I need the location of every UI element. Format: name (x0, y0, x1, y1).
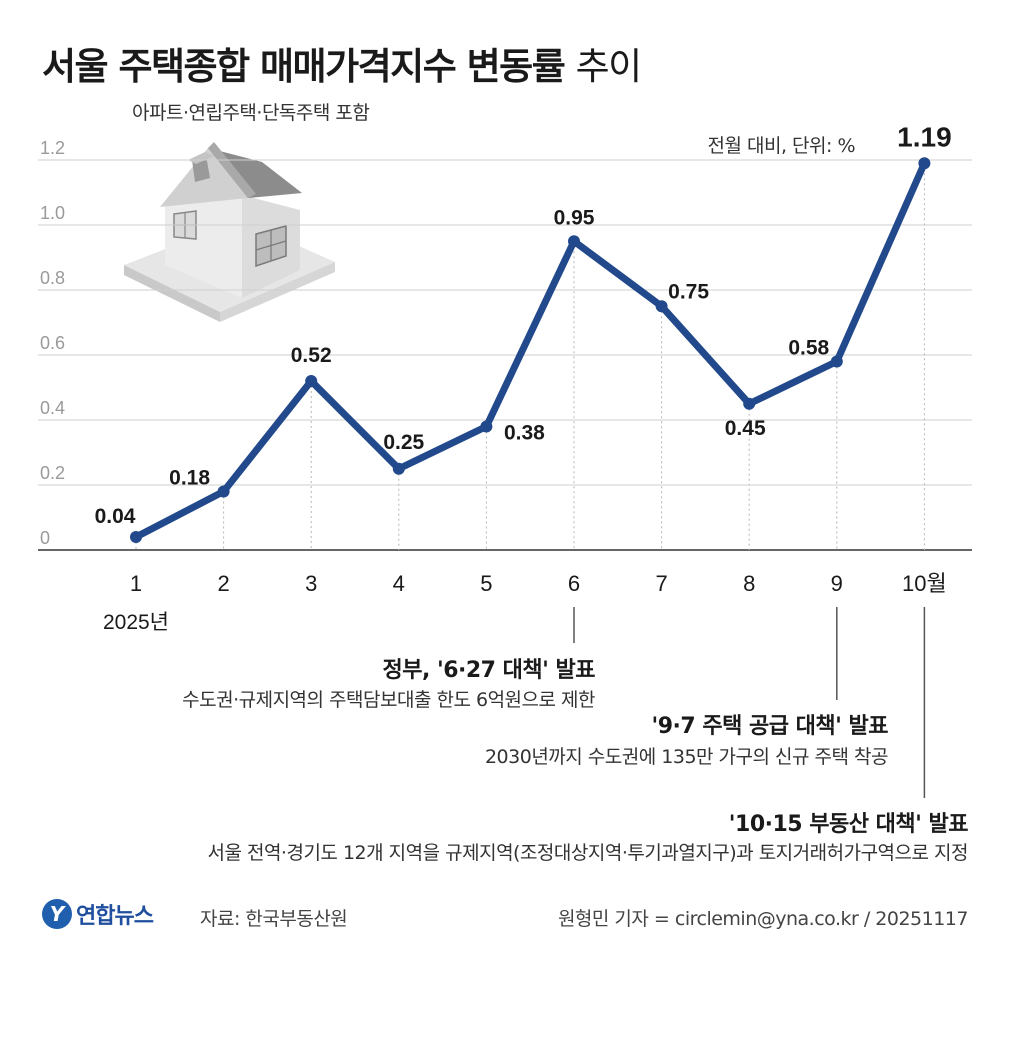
data-label: 0.04 (95, 505, 136, 528)
x-tick-label: 7 (655, 571, 667, 596)
data-point (305, 375, 318, 387)
annotation-leader-lines (573, 607, 926, 798)
data-label: 0.52 (291, 344, 332, 367)
house-illustration (124, 142, 335, 322)
x-tick-label: 5 (480, 571, 492, 596)
grid-lines (38, 159, 972, 551)
annotation-title-june: 정부, '6·27 대책' 발표 (382, 658, 595, 683)
annotation-desc-june: 수도권·규제지역의 주택담보대출 한도 6억원으로 제한 (182, 689, 595, 711)
chart-subtitle: 아파트·연립주택·단독주택 포함 (132, 102, 370, 124)
yonhap-logo-text: 연합뉴스 (76, 904, 154, 929)
data-label: 0.95 (554, 206, 595, 229)
y-tick-label: 1.2 (40, 138, 65, 158)
data-point (743, 397, 756, 410)
data-labels: 0.04 0.18 0.52 0.25 0.38 0.95 0.75 0.45 0.58 1.19 (95, 121, 952, 528)
x-axis-ticks: 1 2 3 4 5 6 7 8 9 10월 (130, 571, 947, 596)
x-tick-label: 4 (393, 571, 405, 596)
unit-label: 전월 대비, 단위: % (707, 135, 856, 157)
data-source: 자료: 한국부동산원 (200, 908, 348, 930)
data-label: 1.19 (897, 121, 952, 152)
line-chart: 0 0.2 0.4 0.6 0.8 1.0 1.2 0.04 0.18 0.52 0.25 0.38… (38, 121, 972, 798)
data-label: 0.58 (788, 337, 829, 360)
y-tick-label: 0.6 (40, 333, 65, 353)
yonhap-logo-icon: Y (42, 899, 72, 929)
data-label: 0.18 (169, 467, 210, 490)
data-point (217, 485, 230, 498)
series-line (132, 159, 928, 541)
data-points (130, 157, 931, 543)
reporter-credit: 원형민 기자 = circlemin@yna.co.kr / 20251117 (557, 908, 969, 930)
x-tick-label: 8 (743, 571, 755, 596)
data-label: 0.25 (383, 431, 424, 454)
data-label: 0.75 (668, 280, 709, 303)
data-label: 0.38 (504, 422, 545, 445)
data-point (392, 462, 405, 475)
annotation-title-october: '10·15 부동산 대책' 발표 (728, 812, 969, 837)
annotation-title-september: '9·7 주택 공급 대책' 발표 (651, 714, 888, 739)
y-tick-label: 0.8 (40, 268, 65, 288)
data-label: 0.45 (725, 417, 766, 440)
data-point (655, 300, 668, 313)
x-tick-label: 2 (217, 571, 229, 596)
y-tick-label: 0.2 (40, 463, 65, 483)
month-guide-lines (135, 163, 925, 550)
chart-title-light: 추이 (575, 45, 643, 88)
data-point (830, 355, 843, 368)
x-tick-label: 9 (831, 571, 843, 596)
x-tick-label: 3 (305, 571, 317, 596)
data-point (918, 157, 931, 170)
x-tick-label: 10월 (902, 571, 947, 596)
year-label: 2025년 (103, 611, 169, 634)
data-point (568, 235, 580, 248)
annotation-desc-september: 2030년까지 수도권에 135만 가구의 신규 주택 착공 (484, 746, 889, 768)
y-tick-label: 0.4 (40, 398, 65, 418)
y-axis-ticks: 0 0.2 0.4 0.6 0.8 1.0 1.2 (40, 138, 65, 548)
series-line-path (132, 159, 928, 541)
x-tick-label: 1 (130, 571, 142, 596)
annotation-desc-october: 서울 전역·경기도 12개 지역을 규제지역(조정대상지역·투기과열지구)과 토… (207, 842, 968, 864)
x-tick-label: 6 (568, 571, 580, 596)
chart-title-bold: 서울 주택종합 매매가격지수 변동률 (42, 45, 566, 88)
chart-title: 서울 주택종합 매매가격지수 변동률 추이 (42, 36, 643, 90)
y-tick-label: 0 (40, 528, 50, 548)
y-tick-label: 1.0 (40, 203, 65, 223)
data-point (130, 531, 142, 543)
yonhap-logo: Y 연합뉴스 (42, 898, 154, 930)
data-point (480, 420, 493, 433)
